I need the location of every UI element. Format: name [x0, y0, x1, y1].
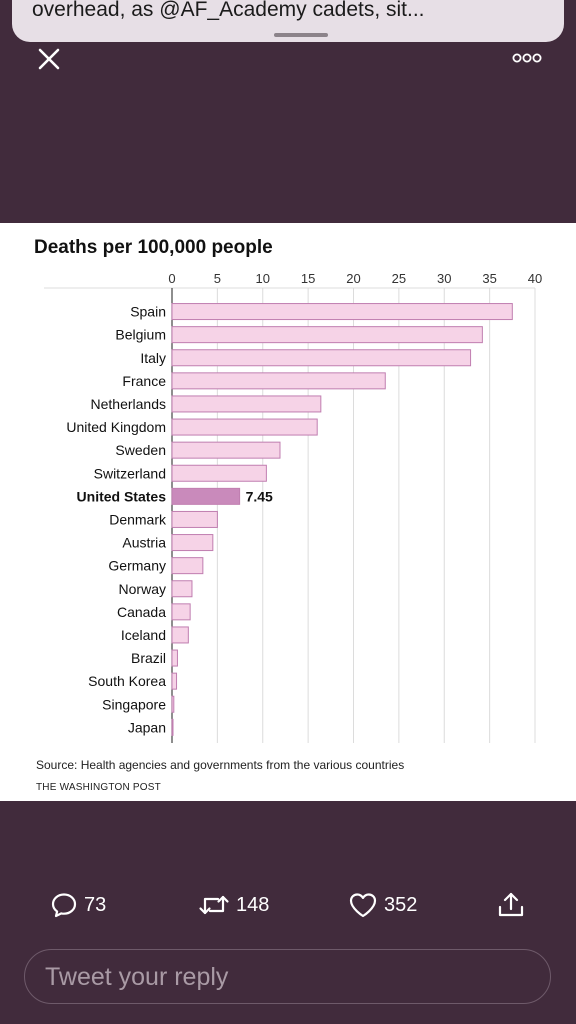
bar — [171, 580, 193, 598]
reply-button[interactable]: 73 — [50, 885, 106, 925]
share-icon — [498, 892, 524, 917]
chart-publisher: THE WASHINGTON POST — [36, 782, 161, 793]
bar — [171, 395, 322, 413]
tweet-preview-banner[interactable]: overhead, as @AF_Academy cadets, sit... — [12, 0, 564, 42]
bar — [171, 672, 178, 690]
close-button[interactable] — [34, 44, 64, 74]
data-label: 7.45 — [246, 488, 273, 504]
tweet-preview-text: overhead, as @AF_Academy cadets, sit... — [32, 0, 425, 21]
heart-icon — [349, 893, 377, 918]
bar — [171, 326, 483, 344]
share-button[interactable] — [496, 885, 526, 925]
more-options-button[interactable] — [506, 50, 546, 66]
bar — [171, 603, 191, 621]
category-label: Brazil — [131, 650, 166, 666]
tick-label: 0 — [168, 271, 175, 286]
drag-handle[interactable] — [274, 33, 328, 37]
category-label: Japan — [128, 719, 166, 735]
retweet-button[interactable]: 148 — [198, 885, 269, 925]
bar — [171, 626, 189, 644]
bar-chart: 0 5 10 15 20 25 30 35 40 Spain Belgium Italy France N… — [44, 271, 542, 743]
category-label: Belgium — [115, 327, 166, 343]
bar — [171, 510, 218, 528]
bar — [171, 464, 267, 482]
category-label: Austria — [122, 535, 166, 551]
category-label: United Kingdom — [66, 419, 166, 435]
tweet-actions-bar: 73 148 352 — [0, 885, 576, 925]
bar — [171, 695, 175, 713]
category-label: Denmark — [109, 511, 167, 527]
category-label: France — [122, 373, 166, 389]
bar — [171, 303, 513, 321]
category-label: Switzerland — [94, 465, 166, 481]
chart-title: Deaths per 100,000 people — [34, 237, 273, 258]
tick-label: 15 — [301, 271, 315, 286]
tick-label: 20 — [346, 271, 360, 286]
category-label: Italy — [140, 350, 166, 366]
category-label: Sweden — [115, 442, 166, 458]
tick-label: 25 — [392, 271, 406, 286]
category-label: Spain — [130, 304, 166, 320]
tick-label: 40 — [528, 271, 542, 286]
bar — [171, 441, 281, 459]
bar — [171, 718, 174, 736]
category-label: United States — [77, 488, 167, 504]
reply-input[interactable]: Tweet your reply — [24, 949, 551, 1004]
bar — [171, 372, 386, 390]
like-button[interactable]: 352 — [348, 885, 417, 925]
tick-label: 10 — [256, 271, 270, 286]
tick-label: 5 — [214, 271, 221, 286]
category-label: Canada — [117, 604, 166, 620]
chart-image: Deaths per 100,000 people 0 5 10 15 20 25 30 35… — [0, 223, 576, 801]
tick-label: 30 — [437, 271, 451, 286]
reply-count: 73 — [84, 893, 107, 916]
category-label: Germany — [108, 558, 166, 574]
chart-source: Source: Health agencies and governments … — [36, 758, 405, 772]
category-label: Iceland — [121, 627, 166, 643]
category-label: South Korea — [88, 673, 166, 689]
bar — [171, 418, 318, 436]
close-icon — [38, 48, 60, 70]
reply-placeholder: Tweet your reply — [45, 963, 229, 991]
reply-bubble-icon — [51, 893, 77, 918]
retweet-count: 148 — [236, 893, 270, 916]
like-count: 352 — [384, 893, 418, 916]
bar — [171, 649, 178, 667]
category-label: Netherlands — [91, 396, 167, 412]
bar — [171, 349, 472, 367]
bar — [171, 534, 214, 552]
more-options-icon — [512, 53, 542, 63]
bar — [171, 557, 204, 575]
category-label: Norway — [119, 581, 166, 597]
category-label: Singapore — [102, 696, 166, 712]
bar — [171, 487, 241, 505]
retweet-icon — [199, 895, 229, 915]
tick-label: 35 — [482, 271, 496, 286]
